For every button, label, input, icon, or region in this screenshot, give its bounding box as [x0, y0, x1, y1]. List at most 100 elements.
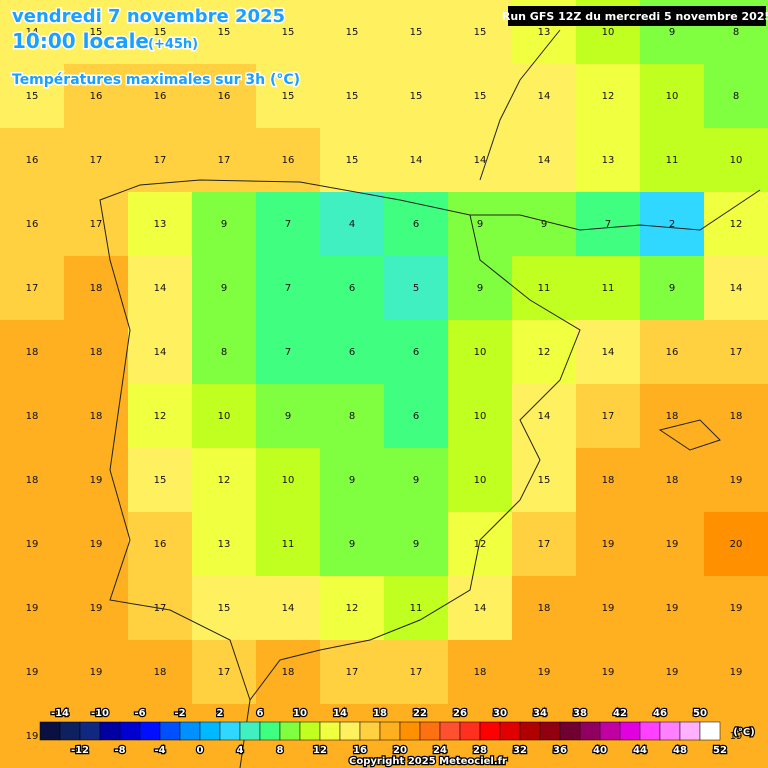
temp-value: 7 [285, 347, 291, 358]
colorbar-cell [159, 721, 181, 741]
temp-cell [512, 320, 577, 385]
temp-value: 9 [285, 411, 291, 422]
temp-value: 14 [410, 155, 423, 166]
temp-value: 11 [666, 155, 679, 166]
colorbar-tick-label: -4 [154, 745, 165, 756]
temp-value: 16 [666, 347, 679, 358]
copyright: Copyright 2025 Meteociel.fr [349, 756, 507, 767]
temp-value: 19 [26, 603, 39, 614]
colorbar-tick-label: 34 [533, 708, 547, 719]
colorbar-tick-label: -2 [174, 708, 185, 719]
temp-cell [448, 640, 513, 705]
temp-cell [384, 64, 449, 129]
temp-cell [448, 576, 513, 641]
temp-value: 15 [282, 27, 295, 38]
temp-cell [448, 320, 513, 385]
colorbar-cell [699, 721, 721, 741]
temp-cell [320, 576, 385, 641]
temp-value: 10 [474, 347, 487, 358]
colorbar-tick-label: 30 [493, 708, 507, 719]
temp-cell [384, 640, 449, 705]
temp-cell [256, 320, 321, 385]
temp-value: 19 [26, 731, 39, 742]
temp-value: 14 [282, 603, 295, 614]
temp-value: 19 [602, 667, 615, 678]
colorbar-cell [99, 721, 121, 741]
temp-value: 18 [26, 475, 39, 486]
temp-value: 6 [349, 283, 355, 294]
colorbar-cell [279, 721, 301, 741]
unit: (°C) [733, 727, 754, 738]
colorbar-tick-label: 10 [293, 708, 307, 719]
temp-cell [512, 512, 577, 577]
temp-value: 14 [154, 347, 167, 358]
temp-cell [448, 0, 513, 65]
temp-cell [576, 128, 641, 193]
temp-value: 10 [474, 411, 487, 422]
temp-value: 15 [410, 91, 423, 102]
temp-value: 19 [26, 667, 39, 678]
temp-value: 10 [730, 155, 743, 166]
colorbar-tick-label: -10 [91, 708, 109, 719]
temp-value: 18 [90, 411, 103, 422]
temp-value: 9 [413, 539, 419, 550]
temp-value: 14 [474, 155, 487, 166]
temp-value: 10 [282, 475, 295, 486]
time: 10:00 locale [12, 29, 149, 53]
temp-value: 15 [410, 27, 423, 38]
temp-cell [0, 320, 65, 385]
temp-value: 12 [602, 91, 615, 102]
temp-value: 6 [413, 347, 419, 358]
temp-cell [704, 64, 768, 129]
temp-cell [0, 192, 65, 257]
temp-cell [64, 448, 129, 513]
temp-cell [256, 64, 321, 129]
temp-cell [640, 576, 705, 641]
temp-value: 15 [218, 27, 231, 38]
temp-value: 17 [602, 411, 615, 422]
temp-value: 17 [218, 155, 231, 166]
temp-value: 7 [605, 219, 611, 230]
temp-cell [64, 576, 129, 641]
temp-cell [192, 128, 257, 193]
temp-value: 8 [349, 411, 355, 422]
temp-value: 8 [733, 91, 739, 102]
temp-value: 19 [730, 667, 743, 678]
temp-value: 12 [730, 219, 743, 230]
temp-value: 18 [666, 475, 679, 486]
temp-cell [64, 640, 129, 705]
temp-value: 9 [477, 219, 483, 230]
temp-cell [128, 448, 193, 513]
temp-value: 19 [666, 603, 679, 614]
temp-cell [256, 384, 321, 449]
colorbar-tick-label: 40 [593, 745, 607, 756]
temp-cell [640, 320, 705, 385]
colorbar-tick-label: 18 [373, 708, 387, 719]
temp-cell [384, 0, 449, 65]
temp-value: 19 [602, 539, 615, 550]
colorbar-tick-label: -8 [114, 745, 125, 756]
colorbar-tick-label: 42 [613, 708, 627, 719]
lead: (+45h) [148, 37, 198, 52]
temp-cell [192, 640, 257, 705]
colorbar-cell [639, 721, 661, 741]
temp-cell [384, 192, 449, 257]
temp-cell [384, 320, 449, 385]
temp-cell [256, 0, 321, 65]
temp-cell [704, 384, 768, 449]
temp-cell [640, 256, 705, 321]
temp-cell [384, 256, 449, 321]
temp-cell [192, 320, 257, 385]
temp-cell [128, 64, 193, 129]
colorbar-tick-label: 38 [573, 708, 587, 719]
temp-value: 9 [221, 283, 227, 294]
colorbar-cell [599, 721, 621, 741]
temp-value: 19 [538, 667, 551, 678]
temp-value: 10 [218, 411, 231, 422]
temp-value: 17 [218, 667, 231, 678]
colorbar-tick-label: 12 [313, 745, 327, 756]
temp-cell [576, 640, 641, 705]
colorbar-cell [459, 721, 481, 741]
colorbar-tick-label: 0 [197, 745, 204, 756]
temp-value: 19 [666, 667, 679, 678]
